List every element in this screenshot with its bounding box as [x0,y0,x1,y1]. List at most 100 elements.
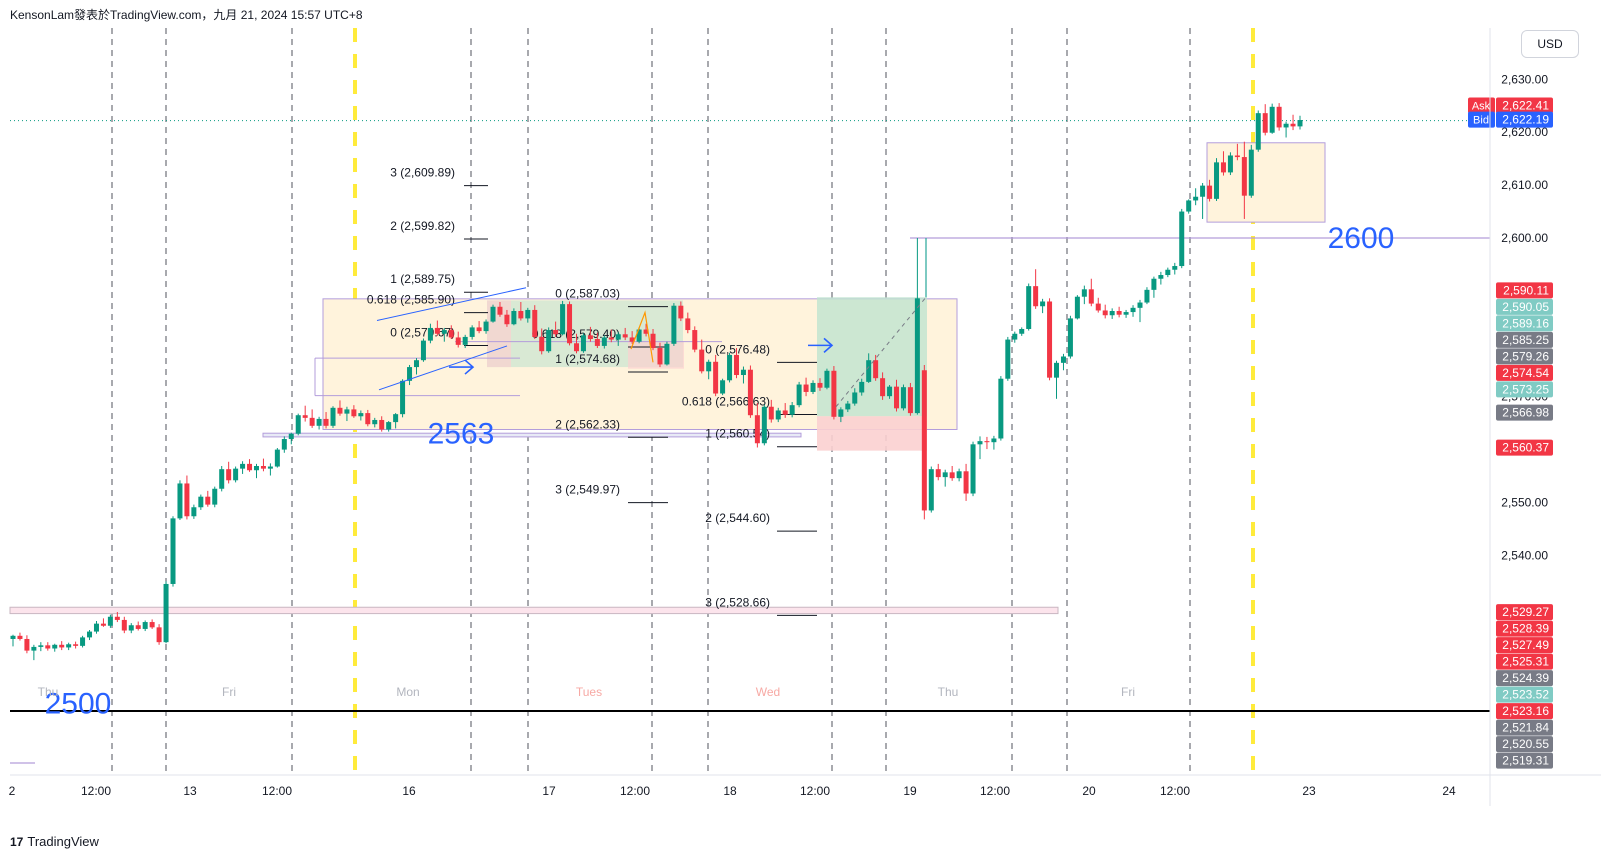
candle [400,379,406,418]
candle-body [546,330,552,352]
time-tick-label: 12:00 [1160,784,1190,798]
candle-body [400,380,406,415]
candle-body [754,415,760,444]
fib-level-label: 0.618 (2,585.90) [367,293,455,307]
candle-body [1276,106,1282,128]
candle [1074,295,1080,320]
candle [198,494,204,510]
candle [1186,199,1192,214]
time-tick-label: 12:00 [800,784,830,798]
candle [441,327,447,342]
candle-body [267,466,273,469]
time-tick-label: 12:00 [980,784,1010,798]
candle-body [1269,106,1275,133]
candle [838,407,844,423]
candle [567,301,573,346]
candle-body [1081,289,1087,297]
candle [1290,114,1296,131]
fib-level-label: 2 (2,544.60) [705,511,770,525]
price-badge-text: 2,560.37 [1502,441,1549,455]
candle [45,642,51,651]
day-label: Fri [1121,685,1135,699]
tradingview-footer[interactable]: 17 TradingView [10,834,99,849]
candle-body [1227,155,1233,173]
candle-body [900,387,906,409]
candle [546,327,552,353]
candle [163,581,169,644]
mini-red-zone-2 [628,341,684,369]
candle-body [1297,120,1303,127]
candle-body [1047,301,1053,378]
candle [643,323,649,337]
price-badge-box [1496,752,1553,769]
candle-body [142,622,148,629]
candle-body [706,361,712,372]
candle-body [17,635,23,639]
candle [66,642,72,651]
quote-badge-label: Ask [1472,100,1491,112]
candle [928,466,934,513]
time-tick-label: 19 [903,784,917,798]
candle [253,463,259,479]
candle-body [260,465,266,469]
candle-body [1026,286,1032,329]
candle [1081,285,1087,305]
candle [824,368,830,390]
candle-body [859,381,865,393]
candle [754,403,760,448]
candle [372,417,378,428]
candle-body [692,330,698,350]
horizontal-lines [10,120,1490,764]
candle [539,328,545,355]
candle [184,475,190,520]
candle-body [914,298,920,414]
candle [573,333,579,354]
candle-body [1165,269,1171,276]
candle [288,432,294,445]
candle-body [205,496,211,505]
price-badge-box [1496,637,1553,654]
quote-badge-box [1496,111,1553,128]
currency-button[interactable]: USD [1521,30,1579,58]
candle [894,379,900,412]
candle [1109,308,1115,319]
candle [1116,306,1122,318]
price-badge-text: 2,521.84 [1502,721,1549,735]
candle-body [80,637,86,646]
price-badge-box [1496,364,1553,381]
candle-body [107,616,113,626]
price-badge-text: 2,523.16 [1502,704,1549,718]
candle-body [907,387,913,414]
price-badge: 2,585.25 [1496,331,1553,348]
candle [998,376,1004,441]
candle-body [727,354,733,381]
candle [1220,151,1226,176]
candle-body [156,627,162,643]
candle [692,326,698,353]
annotation-text: 2563 [428,418,495,451]
candle [880,372,886,400]
price-badge: 2,590.05 [1496,298,1553,315]
candle-body [768,406,774,420]
candle [413,358,419,375]
candle-body [657,348,663,365]
candle-body [984,441,990,443]
candle [984,436,990,450]
candle-body [580,335,586,352]
candle [149,619,155,629]
quote-badge-label: Bid [1473,115,1489,127]
candle-body [1290,123,1296,127]
candle [1005,336,1011,381]
price-badge: 2,574.54 [1496,364,1553,381]
time-tick-label: 12:00 [262,784,292,798]
candle-body [685,318,691,331]
quote-badge-tag [1468,111,1495,128]
candle [706,359,712,380]
time-tick-label: 20 [1082,784,1096,798]
candle-body [1248,149,1254,196]
candle [10,634,16,647]
candle-body [52,644,58,649]
price-badge-text: 2,525.31 [1502,655,1549,669]
